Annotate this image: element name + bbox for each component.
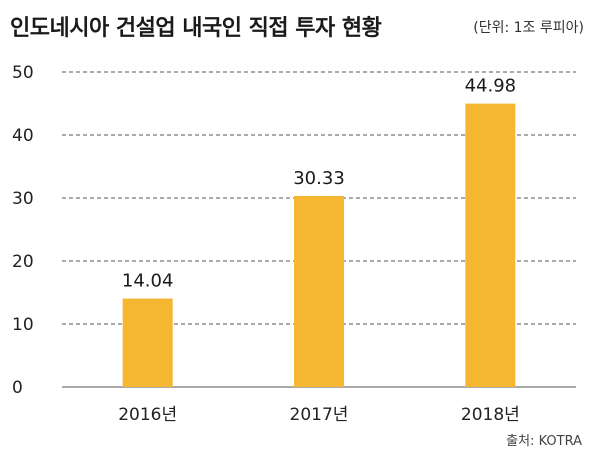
chart-title: 인도네시아 건설업 내국인 직접 투자 현황 (10, 16, 382, 41)
x-category-label: 2017년 (290, 405, 349, 425)
bar (465, 103, 516, 387)
y-tick-label: 10 (12, 315, 34, 335)
source-note: 출처: KOTRA (506, 434, 582, 449)
y-tick-label: 0 (12, 378, 23, 398)
y-tick-label: 40 (12, 126, 34, 146)
x-category-label: 2016년 (118, 405, 177, 425)
bar (294, 195, 344, 387)
y-tick-label: 20 (12, 252, 34, 272)
data-label: 14.04 (122, 271, 174, 292)
y-tick-label: 50 (12, 63, 34, 83)
y-tick-label: 30 (12, 189, 34, 209)
data-label: 30.33 (293, 168, 345, 189)
unit-note: (단위: 1조 루피아) (473, 20, 584, 36)
data-label: 44.98 (465, 76, 517, 97)
x-category-label: 2018년 (461, 405, 520, 425)
bar (122, 298, 173, 387)
